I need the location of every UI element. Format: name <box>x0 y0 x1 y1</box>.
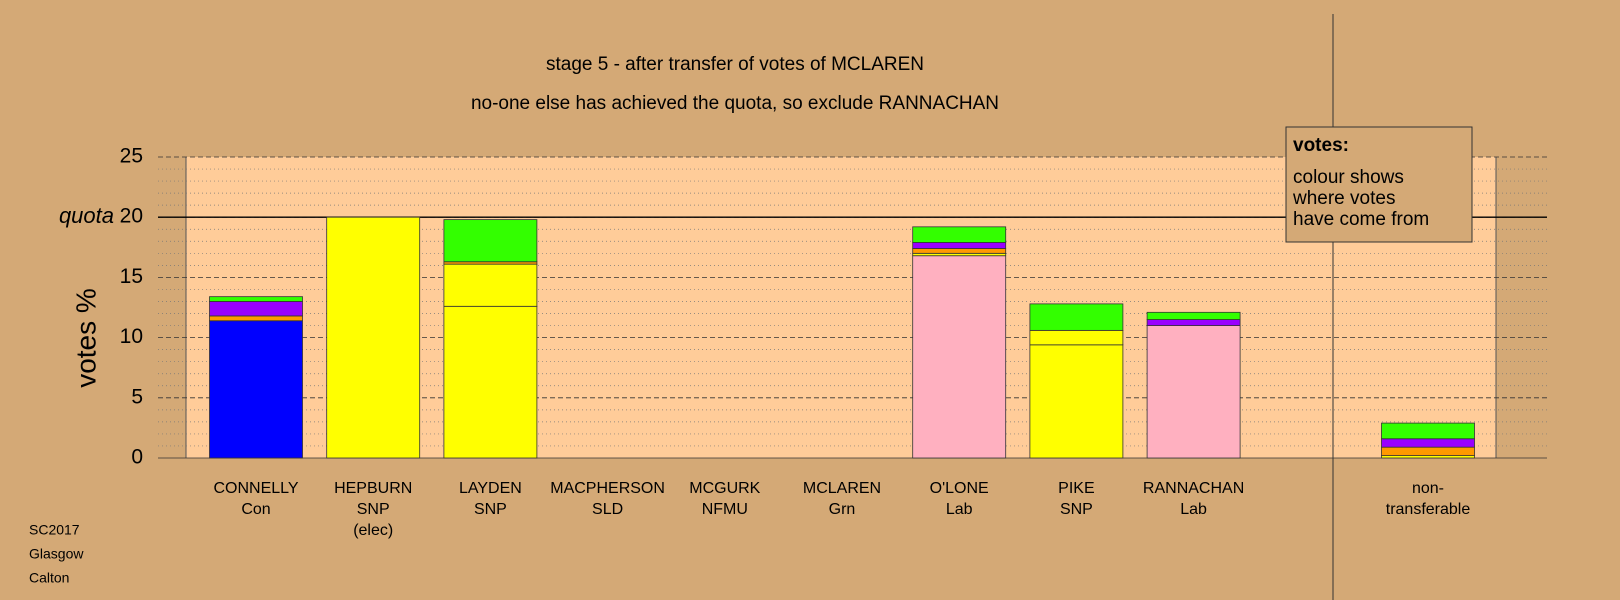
x-tick-label: MACPHERSON <box>550 480 665 497</box>
footer: SC2017 Glasgow Calton <box>29 522 84 586</box>
bar-segment <box>1029 344 1124 459</box>
x-tick-label: MCLAREN <box>803 480 881 497</box>
bar-segment <box>1381 438 1475 448</box>
x-tick-label: Lab <box>1180 501 1207 518</box>
bar-segment <box>443 263 538 307</box>
x-tick-label: Lab <box>946 501 973 518</box>
legend-text: colour shows <box>1293 167 1404 188</box>
bar-segment <box>443 305 538 459</box>
footer-text: Calton <box>29 570 69 586</box>
footer-text: Glasgow <box>29 546 84 562</box>
x-tick-label: PIKE <box>1058 480 1094 497</box>
legend-text: where votes <box>1292 188 1395 209</box>
legend-box <box>1285 126 1473 243</box>
bar-segment <box>209 315 303 322</box>
x-tick-label: MCGURK <box>689 480 760 497</box>
bars <box>209 216 1475 459</box>
x-tick-label: NFMU <box>702 501 748 518</box>
bar-segment <box>912 248 1007 254</box>
bar-segment <box>1029 329 1124 346</box>
bar-segment <box>443 219 538 263</box>
y-tick-label: 10 <box>120 325 143 348</box>
bar-segment <box>1146 319 1241 326</box>
bar-segment <box>209 320 303 459</box>
bar-segment <box>209 296 303 302</box>
bar-segment <box>912 242 1007 249</box>
chart-title: stage 5 - after transfer of votes of MCL… <box>546 54 924 75</box>
x-tick-label: LAYDEN <box>459 480 522 497</box>
bar-segment <box>912 226 1007 243</box>
bar-segment <box>1029 303 1124 331</box>
x-tick-label: HEPBURN <box>334 480 412 497</box>
bar-segment <box>1146 325 1241 459</box>
y-tick-label: 5 <box>131 385 143 408</box>
x-tick-label: Grn <box>829 501 856 518</box>
chart-subtitle: no-one else has achieved the quota, so e… <box>471 93 999 114</box>
quota-label: quota <box>59 203 114 228</box>
x-tick-label: transferable <box>1386 501 1471 518</box>
y-tick-label: 15 <box>120 265 143 288</box>
y-axis-label: votes % <box>70 288 101 388</box>
x-tick-label: (elec) <box>353 522 393 539</box>
bar-segment <box>912 255 1007 459</box>
x-tick-label: SNP <box>1060 501 1093 518</box>
x-tick-label: SNP <box>474 501 507 518</box>
y-tick-label: 20 <box>120 205 143 228</box>
bar-segment <box>1381 422 1475 440</box>
x-tick-label: SLD <box>592 501 623 518</box>
x-tick-label: RANNACHAN <box>1143 480 1244 497</box>
x-tick-label: Con <box>241 501 270 518</box>
y-tick-label: 0 <box>131 446 143 469</box>
bar-segment <box>1381 446 1475 456</box>
bar-segment <box>209 301 303 317</box>
footer-text: SC2017 <box>29 522 80 538</box>
bar-segment <box>326 216 421 459</box>
legend-title: votes: <box>1293 135 1349 156</box>
x-tick-label: CONNELLY <box>213 480 298 497</box>
x-tick-label: O'LONE <box>930 480 989 497</box>
y-tick-label: 25 <box>120 145 143 168</box>
x-tick-label: non- <box>1412 480 1444 497</box>
x-tick-label: SNP <box>357 501 390 518</box>
legend-text: have come from <box>1293 209 1429 230</box>
bar-segment <box>1146 311 1241 320</box>
